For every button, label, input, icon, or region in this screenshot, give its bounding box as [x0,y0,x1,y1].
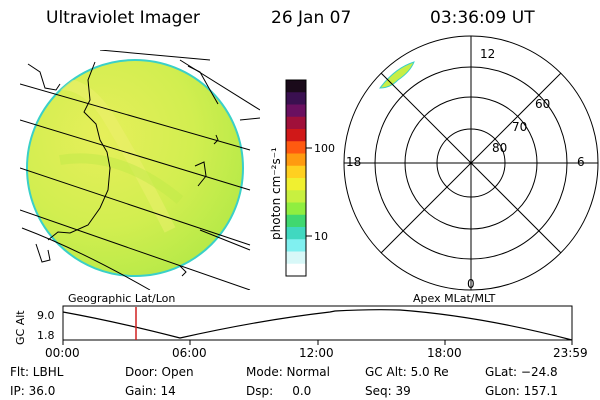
graticule-lines [20,50,260,290]
colorbar-cell [286,92,306,106]
colorbar-cell [286,227,306,240]
altitude-curve [62,309,573,341]
colorbar-cell [286,239,306,253]
mlat-label-60: 60 [535,97,550,111]
colorbar-cell [286,129,306,142]
colorbar-cell [286,153,306,167]
colorbar-cell [286,178,306,191]
colorbar-cell [286,214,306,228]
status-gc-alt: GC Alt: 5.0 Re [365,365,449,379]
geo-map-label: Geographic Lat/Lon [68,292,175,305]
altitude-xtick-1: 06:00 [172,346,207,360]
status-door: Door: Open [125,365,194,379]
colorbar-cell [286,165,306,179]
colorbar-cell [286,80,306,93]
polar-plot: 12 18 6 0 60 70 80 [343,35,599,291]
mlt-label-18: 18 [346,155,361,169]
colorbar-cell [286,116,306,130]
colorbar-unit-label: photon cm⁻²s⁻¹ [269,147,283,240]
geo-map [20,50,260,290]
colorbar-cell [286,263,306,277]
polar-plot-label: Apex MLat/MLT [413,292,496,305]
mlt-label-6: 6 [577,155,585,169]
date-label: 26 Jan 07 [271,8,352,28]
colorbar-tick-100: 100 [314,142,335,155]
mlt-label-12: 12 [480,47,495,61]
mlat-label-70: 70 [512,120,527,134]
status-glon: GLon: 157.1 [485,384,558,398]
altitude-plot-frame [62,305,573,341]
status-gain: Gain: 14 [125,384,176,398]
app-title: Ultraviolet Imager [46,8,200,28]
status-ip: IP: 36.0 [10,384,56,398]
altitude-xtick-2: 12:00 [299,346,334,360]
coastline [27,61,219,277]
status-dsp: Dsp: 0.0 [246,384,312,398]
status-mode: Mode: Normal [246,365,330,379]
altitude-xtick-4: 23:59 [553,346,588,360]
status-filter: Flt: LBHL [10,365,64,379]
altitude-plot: 9.0 1.8 GC Alt 00:00 06:00 12:00 18:00 2… [14,305,588,360]
altitude-xtick-3: 18:00 [427,346,462,360]
altitude-ylabel: GC Alt [14,310,27,345]
colorbar-cell [286,251,306,265]
status-glat: GLat: −24.8 [485,365,558,379]
colorbar-cell [286,202,306,216]
colorbar: 100 10 photon cm⁻²s⁻¹ [269,79,335,277]
mlt-label-0: 0 [467,277,475,291]
colorbar-cell [286,190,306,204]
colorbar-cell [286,141,306,155]
time-label: 03:36:09 UT [430,8,535,28]
status-seq: Seq: 39 [365,384,411,398]
altitude-ytick-bottom: 1.8 [37,329,55,342]
altitude-ytick-top: 9.0 [37,309,55,322]
colorbar-tick-10: 10 [314,230,328,243]
mlat-label-80: 80 [492,141,507,155]
altitude-xtick-0: 00:00 [45,346,80,360]
aurora-patch [378,61,415,89]
colorbar-cell [286,104,306,118]
